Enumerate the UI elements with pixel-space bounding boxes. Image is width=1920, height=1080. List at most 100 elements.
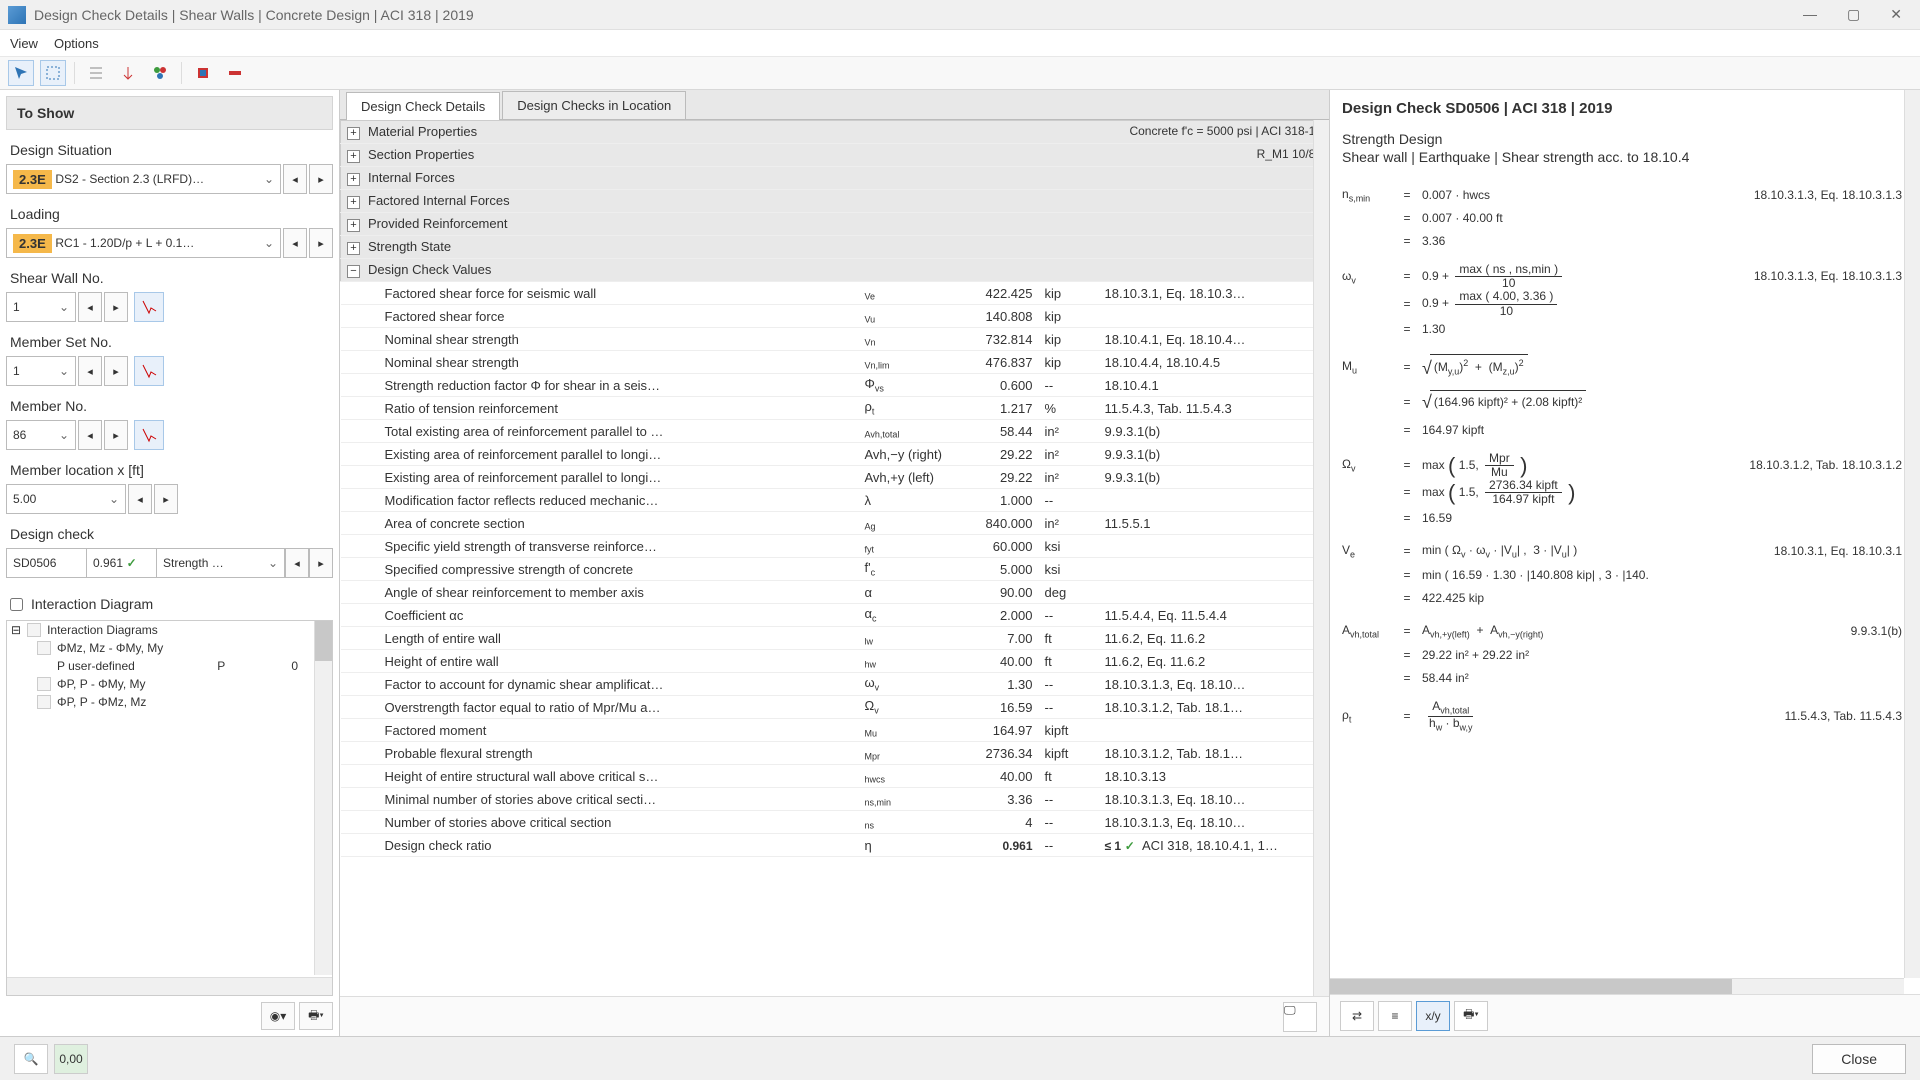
row-ref <box>1099 558 1329 581</box>
row-ref: 9.9.3.1(b) <box>1099 443 1329 466</box>
row-unit: in² <box>1039 443 1099 466</box>
rp-print-icon[interactable]: 🖶▾ <box>1454 1001 1488 1031</box>
row-value: 29.22 <box>949 443 1039 466</box>
prev-button[interactable]: ◂ <box>285 548 309 578</box>
menu-view[interactable]: View <box>10 36 38 51</box>
rp-btn2-icon[interactable]: ≡ <box>1378 1001 1412 1031</box>
help-icon[interactable]: 🔍 <box>14 1044 48 1074</box>
next-button[interactable]: ▸ <box>309 228 333 258</box>
minimize-button[interactable]: — <box>1803 6 1817 23</box>
row-symbol: αc <box>859 604 949 627</box>
row-value: 164.97 <box>949 719 1039 742</box>
next-button[interactable]: ▸ <box>104 420 128 450</box>
group-header[interactable]: +Section PropertiesR_M1 10/84 <box>341 144 1329 167</box>
group-header[interactable]: +Strength State <box>341 236 1329 259</box>
dc-code[interactable]: SD0506 <box>6 548 86 578</box>
prev-button[interactable]: ◂ <box>78 420 102 450</box>
row-value: 4 <box>949 811 1039 834</box>
tool-list-icon[interactable] <box>83 60 109 86</box>
screenshot-icon[interactable]: 🖵 <box>1283 1002 1317 1032</box>
prev-button[interactable]: ◂ <box>283 164 307 194</box>
right-panel: Design Check SD0506 | ACI 318 | 2019 Str… <box>1330 90 1920 1036</box>
calculation-block: ns,min=0.007 · hwcs18.10.3.1.3, Eq. 18.1… <box>1342 183 1902 733</box>
print-icon[interactable]: 🖶▾ <box>299 1002 333 1030</box>
rp-btn3-icon[interactable]: x/y <box>1416 1001 1450 1031</box>
scrollbar[interactable] <box>1904 90 1920 978</box>
close-window-button[interactable]: ✕ <box>1890 6 1902 23</box>
row-unit: -- <box>1039 604 1099 627</box>
group-header[interactable]: +Material PropertiesConcrete f'c = 5000 … <box>341 121 1329 144</box>
prev-button[interactable]: ◂ <box>128 484 152 514</box>
rp-btn1-icon[interactable]: ⇄ <box>1340 1001 1374 1031</box>
dc-type[interactable]: Strength …⌄ <box>156 548 285 578</box>
next-button[interactable]: ▸ <box>104 292 128 322</box>
tool-region-icon[interactable] <box>40 60 66 86</box>
pick-icon[interactable] <box>134 420 164 450</box>
maximize-button[interactable]: ▢ <box>1847 6 1860 23</box>
row-symbol: Ve <box>859 282 949 305</box>
left-panel: To Show Design Situation 2.3E DS2 - Sect… <box>0 90 340 1036</box>
row-name: Number of stories above critical section <box>341 811 859 834</box>
tool-rebar-icon[interactable] <box>222 60 248 86</box>
loading-combo[interactable]: 2.3E RC1 - 1.20D/p + L + 0.1…⌄ <box>6 228 281 258</box>
design-situation-combo[interactable]: 2.3E DS2 - Section 2.3 (LRFD)…⌄ <box>6 164 281 194</box>
group-header[interactable]: +Internal Forces <box>341 167 1329 190</box>
row-unit: kip <box>1039 328 1099 351</box>
view3d-icon[interactable]: ◉▾ <box>261 1002 295 1030</box>
tool-section-icon[interactable] <box>190 60 216 86</box>
row-symbol: Ag <box>859 512 949 535</box>
scrollbar[interactable] <box>1330 978 1904 994</box>
row-unit: kip <box>1039 282 1099 305</box>
row-symbol: ωv <box>859 673 949 696</box>
row-value: 1.30 <box>949 673 1039 696</box>
center-panel: Design Check Details Design Checks in Lo… <box>340 90 1330 1036</box>
row-ref: 11.5.4.4, Eq. 11.5.4.4 <box>1099 604 1329 627</box>
row-symbol: Φvs <box>859 374 949 397</box>
next-button[interactable]: ▸ <box>309 164 333 194</box>
title-bar: Design Check Details | Shear Walls | Con… <box>0 0 1920 30</box>
menu-options[interactable]: Options <box>54 36 99 51</box>
row-name: Area of concrete section <box>341 512 859 535</box>
group-header[interactable]: +Factored Internal Forces <box>341 190 1329 213</box>
next-button[interactable]: ▸ <box>104 356 128 386</box>
left-panel-title: To Show <box>6 96 333 130</box>
row-ref: 18.10.3.1, Eq. 18.10.3… <box>1099 282 1329 305</box>
pick-icon[interactable] <box>134 292 164 322</box>
pick-icon[interactable] <box>134 356 164 386</box>
member-loc-combo[interactable]: 5.00⌄ <box>6 484 126 514</box>
tool-select-icon[interactable] <box>8 60 34 86</box>
group-header[interactable]: −Design Check Values <box>341 259 1329 282</box>
row-ref <box>1099 305 1329 328</box>
row-unit: -- <box>1039 673 1099 696</box>
row-ref: 18.10.4.4, 18.10.4.5 <box>1099 351 1329 374</box>
dc-ratio: 0.961 ✓ <box>86 548 156 578</box>
design-check-label: Design check <box>10 526 333 542</box>
row-value: 732.814 <box>949 328 1039 351</box>
toolbar <box>0 56 1920 90</box>
prev-button[interactable]: ◂ <box>78 356 102 386</box>
shear-wall-combo[interactable]: 1⌄ <box>6 292 76 322</box>
interaction-tree[interactable]: ⊟Interaction Diagrams ΦMz, Mz - ΦMy, My … <box>6 620 333 996</box>
format-icon[interactable]: 0,00 <box>54 1044 88 1074</box>
tab-details[interactable]: Design Check Details <box>346 92 500 120</box>
row-unit: -- <box>1039 374 1099 397</box>
interaction-checkbox[interactable] <box>10 598 23 611</box>
member-set-combo[interactable]: 1⌄ <box>6 356 76 386</box>
row-ref <box>1099 581 1329 604</box>
row-ref: 18.10.3.1.3, Eq. 18.10… <box>1099 811 1329 834</box>
member-no-combo[interactable]: 86⌄ <box>6 420 76 450</box>
row-name: Strength reduction factor Φ for shear in… <box>341 374 859 397</box>
next-button[interactable]: ▸ <box>309 548 333 578</box>
row-symbol: hwcs <box>859 765 949 788</box>
close-button[interactable]: Close <box>1812 1044 1906 1074</box>
next-button[interactable]: ▸ <box>154 484 178 514</box>
tool-colors-icon[interactable] <box>147 60 173 86</box>
group-header[interactable]: +Provided Reinforcement <box>341 213 1329 236</box>
prev-button[interactable]: ◂ <box>78 292 102 322</box>
tab-location[interactable]: Design Checks in Location <box>502 91 686 119</box>
row-name: Probable flexural strength <box>341 742 859 765</box>
row-name: Specified compressive strength of concre… <box>341 558 859 581</box>
prev-button[interactable]: ◂ <box>283 228 307 258</box>
scrollbar[interactable] <box>1313 120 1329 996</box>
tool-moment-icon[interactable] <box>115 60 141 86</box>
